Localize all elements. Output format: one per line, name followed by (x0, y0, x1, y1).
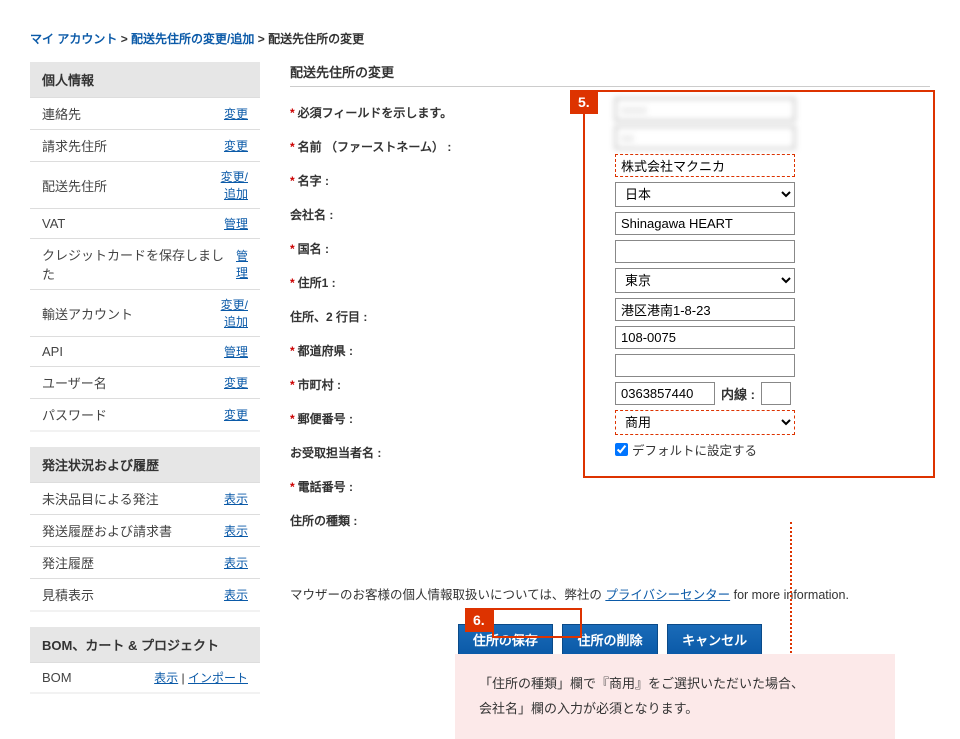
side-label: 配送先住所 (42, 176, 107, 195)
privacy-text: マウザーのお客様の個人情報取扱いについては、弊社の プライバシーセンター for… (290, 584, 930, 603)
label-phone: 電話番号 : (298, 480, 353, 494)
callout-num-6: 6. (465, 608, 493, 632)
content: 配送先住所の変更 *必須フィールドを示します。 *名前 （ファーストネーム） :… (290, 62, 930, 709)
default-checkbox[interactable] (615, 443, 628, 456)
breadcrumb-my-account[interactable]: マイ アカウント (30, 32, 117, 46)
pref-select[interactable]: 東京 (615, 268, 795, 293)
side-label: 発送履歴および請求書 (42, 521, 172, 540)
side-link-view[interactable]: 表示 (154, 671, 178, 685)
side-link-change[interactable]: 変更 (224, 406, 248, 423)
side-link-view[interactable]: 表示 (224, 522, 248, 539)
label-pref: 都道府県 : (298, 344, 353, 358)
phone-input[interactable] (615, 382, 715, 405)
label-addr2: 住所、2 行目 : (290, 310, 367, 324)
side-link-view[interactable]: 表示 (224, 586, 248, 603)
side-link-manage[interactable]: 管理 (224, 215, 248, 232)
side-label: 未決品目による発注 (42, 489, 159, 508)
postal-input[interactable] (615, 326, 795, 349)
side-link-manage[interactable]: 管理 (224, 343, 248, 360)
side-link-add[interactable]: 追加 (221, 185, 248, 202)
side-link-change[interactable]: 変更 (224, 105, 248, 122)
side-label: BOM (42, 670, 72, 685)
side-label: ユーザー名 (42, 373, 107, 392)
last-name-input[interactable] (615, 126, 795, 149)
breadcrumb-shipping-list[interactable]: 配送先住所の変更/追加 (131, 32, 254, 46)
page-title: 配送先住所の変更 (290, 62, 930, 87)
label-default: デフォルトに設定する (632, 440, 757, 459)
type-select[interactable]: 商用 (615, 410, 795, 435)
side-header-personal: 個人情報 (30, 62, 260, 98)
label-postal: 郵便番号 : (298, 412, 353, 426)
side-label: クレジットカードを保存しました (42, 245, 225, 283)
note-box: 「住所の種類」欄で『商用』をご選択いただいた場合、 会社名」欄の入力が必須となり… (455, 654, 895, 739)
side-label: 連絡先 (42, 104, 81, 123)
sidebar: 個人情報 連絡先変更 請求先住所変更 配送先住所変更/追加 VAT管理 クレジッ… (30, 62, 260, 709)
label-first-name: 名前 （ファーストネーム） : (298, 140, 452, 154)
label-last-name: 名字 : (298, 174, 329, 188)
side-header-orders: 発注状況および履歴 (30, 447, 260, 483)
delete-button[interactable]: 住所の削除 (562, 624, 657, 655)
label-city: 市町村 : (298, 378, 341, 392)
side-link-manage[interactable]: 管理 (225, 247, 248, 281)
side-link-add[interactable]: 追加 (221, 313, 248, 330)
side-label: VAT (42, 216, 65, 231)
side-label: 請求先住所 (42, 136, 107, 155)
side-link-view[interactable]: 表示 (224, 554, 248, 571)
required-note: 必須フィールドを示します。 (298, 106, 453, 120)
side-link-import[interactable]: インポート (188, 671, 248, 685)
addr1-input[interactable] (615, 212, 795, 235)
side-header-bom: BOM、カート & プロジェクト (30, 627, 260, 663)
ext-input[interactable] (761, 382, 791, 405)
privacy-link[interactable]: プライバシーセンター (605, 588, 730, 602)
side-link-change[interactable]: 変更 (224, 374, 248, 391)
side-label: 発注履歴 (42, 553, 94, 572)
label-country: 国名 : (298, 242, 329, 256)
side-link-change[interactable]: 変更/ (221, 168, 248, 185)
side-link-change[interactable]: 変更/ (221, 296, 248, 313)
side-label: パスワード (42, 405, 107, 424)
dotted-connector (790, 522, 792, 657)
side-link-view[interactable]: 表示 (224, 490, 248, 507)
city-input[interactable] (615, 298, 795, 321)
breadcrumb: マイ アカウント > 配送先住所の変更/追加 > 配送先住所の変更 (30, 10, 930, 62)
addr2-input[interactable] (615, 240, 795, 263)
breadcrumb-current: 配送先住所の変更 (268, 32, 364, 46)
callout-num-5: 5. (570, 90, 598, 114)
side-label: API (42, 344, 63, 359)
side-label: 見積表示 (42, 585, 94, 604)
label-recipient: お受取担当者名 : (290, 446, 381, 460)
label-addr1: 住所1 : (298, 276, 336, 290)
label-ext: 内線 : (721, 384, 755, 403)
label-company: 会社名 : (290, 208, 333, 222)
recipient-input[interactable] (615, 354, 795, 377)
country-select[interactable]: 日本 (615, 182, 795, 207)
side-link-change[interactable]: 変更 (224, 137, 248, 154)
side-label: 輸送アカウント (42, 304, 133, 323)
cancel-button[interactable]: キャンセル (667, 624, 762, 655)
first-name-input[interactable] (615, 98, 795, 121)
company-input[interactable] (615, 154, 795, 177)
label-type: 住所の種類 : (290, 514, 357, 528)
